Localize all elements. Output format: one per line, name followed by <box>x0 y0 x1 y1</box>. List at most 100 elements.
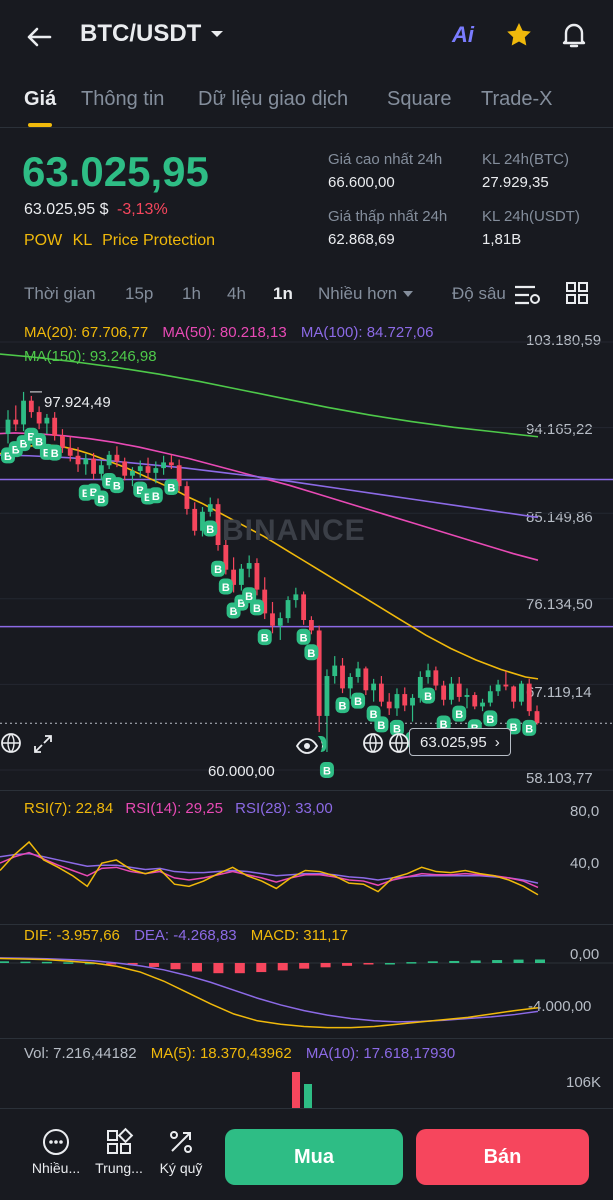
candle-body <box>526 683 532 712</box>
buy-marker-text: B <box>12 445 20 457</box>
buy-marker-badge <box>335 697 350 714</box>
candle-body <box>511 686 517 702</box>
buy-marker-text: B <box>300 632 308 644</box>
candle-body <box>254 563 260 590</box>
back-arrow-icon[interactable] <box>24 22 54 52</box>
buy-marker: B <box>109 477 124 494</box>
buy-marker-badge <box>249 599 264 616</box>
candle-body <box>371 683 377 691</box>
candle-body <box>238 568 244 585</box>
rsi-line <box>0 852 539 884</box>
current-price-tag[interactable]: 63.025,95 › <box>409 728 511 756</box>
candle-body <box>487 691 493 703</box>
candle-body <box>449 683 454 700</box>
candle-body <box>394 694 400 709</box>
buy-marker: B <box>296 628 311 645</box>
macd-histogram-bar <box>63 962 74 964</box>
buy-marker-badge <box>218 578 233 595</box>
candle-body <box>503 684 509 687</box>
buy-marker-text: B <box>51 448 59 460</box>
ma-line <box>0 432 539 561</box>
buy-marker-text: B <box>82 488 90 500</box>
tag-kl[interactable]: KL <box>72 232 92 249</box>
volume-divider <box>0 1038 613 1039</box>
candle-body <box>410 697 415 706</box>
globe-icon[interactable] <box>362 732 384 759</box>
timeframe-15m[interactable]: 15p <box>125 284 154 303</box>
margin-button[interactable]: Ký quỹ <box>152 1127 210 1176</box>
pair-title: BTC/USDT <box>80 20 202 47</box>
buy-marker-badge <box>483 710 498 727</box>
notification-bell-icon[interactable] <box>558 19 590 56</box>
timeframe-more[interactable]: Nhiều hơn <box>318 284 414 304</box>
candle-body <box>270 613 275 626</box>
macd-histogram-bar <box>84 962 95 965</box>
rsi-divider <box>0 790 613 791</box>
grid-layout-icon[interactable] <box>565 281 589 310</box>
rsi-line <box>0 851 539 889</box>
macd-histogram-bar <box>41 961 52 964</box>
bottom-bar: Nhiều... Trung... Ký quỹ Mua Bán <box>0 1108 613 1200</box>
candle-body <box>122 461 128 476</box>
buy-marker-badge <box>319 761 334 778</box>
candle-body <box>456 683 462 697</box>
buy-marker-text: B <box>152 491 160 503</box>
buy-marker-badge <box>389 719 404 736</box>
expand-icon[interactable] <box>32 733 54 760</box>
tab-trading-data[interactable]: Dữ liệu giao dịch <box>198 88 349 110</box>
timeframe-1h[interactable]: 1h <box>182 284 201 303</box>
buy-marker-text: B <box>245 591 253 603</box>
center-button[interactable]: Trung... <box>88 1127 150 1176</box>
timeframe-time[interactable]: Thời gian <box>24 284 96 303</box>
low-24h-label: Giá thấp nhất 24h <box>328 208 448 225</box>
caret-down-icon <box>402 291 413 297</box>
buy-button[interactable]: Mua <box>225 1129 403 1185</box>
candle-body <box>130 470 135 476</box>
tag-pow[interactable]: POW <box>24 232 63 249</box>
globe-icon[interactable] <box>0 732 22 759</box>
candle-body <box>347 676 353 689</box>
tag-price-protection[interactable]: Price Protection <box>102 232 216 249</box>
volume-bar <box>304 1084 312 1112</box>
buy-marker-text: B <box>486 714 494 726</box>
sell-button[interactable]: Bán <box>416 1129 589 1185</box>
more-button[interactable]: Nhiều... <box>24 1127 88 1176</box>
buy-marker-text: B <box>43 447 51 459</box>
candle-body <box>168 462 174 466</box>
globe-icon[interactable] <box>388 732 410 759</box>
timeframe-1d[interactable]: 1n <box>273 284 293 303</box>
margin-label: Ký quỹ <box>159 1160 203 1176</box>
macd-histogram-bar <box>106 963 117 965</box>
candle-body <box>36 412 42 424</box>
candle-body <box>534 711 540 724</box>
visibility-eye-icon[interactable] <box>292 732 322 760</box>
tab-price[interactable]: Giá <box>24 88 57 110</box>
ai-icon[interactable]: Ai <box>452 22 474 47</box>
buy-marker: B <box>389 719 404 736</box>
candle-body <box>137 466 143 471</box>
candle-body <box>145 466 151 473</box>
ma-line <box>0 353 539 438</box>
candle-body <box>519 683 524 702</box>
buy-marker: B <box>522 719 537 736</box>
vol-btc-value: 27.929,35 <box>482 174 549 191</box>
tab-square[interactable]: Square <box>387 88 452 110</box>
favorite-star-icon[interactable] <box>504 20 534 55</box>
buy-marker: B <box>249 599 264 616</box>
buy-marker-text: B <box>35 437 43 449</box>
chevron-right-icon: › <box>494 733 500 751</box>
tab-trade-x[interactable]: Trade-X <box>481 88 553 110</box>
candle-body <box>13 419 19 425</box>
chart-settings-icon[interactable] <box>512 282 542 313</box>
vol-ma10-label: MA(10): 17.618,17930 <box>305 1045 456 1062</box>
macd-axis-label: 0,00 <box>570 946 600 963</box>
rsi14-label: RSI(14): 29,25 <box>125 800 223 817</box>
macd-histogram-bar <box>127 963 138 965</box>
timeframe-depth[interactable]: Độ sâu <box>452 284 506 303</box>
tab-info[interactable]: Thông tin <box>81 88 165 110</box>
macd-histogram-bar <box>363 963 374 965</box>
buy-marker-badge <box>257 629 272 646</box>
buy-marker-text: B <box>144 492 152 504</box>
pair-selector[interactable]: BTC/USDT <box>80 20 227 48</box>
timeframe-4h[interactable]: 4h <box>227 284 246 303</box>
